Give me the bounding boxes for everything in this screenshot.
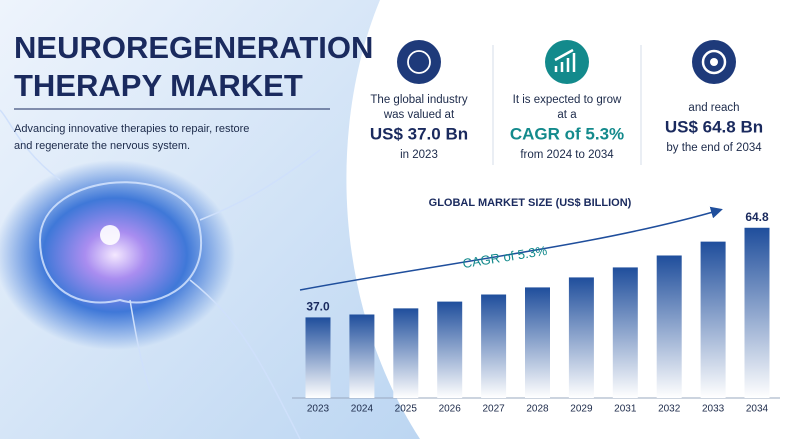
bar (393, 308, 419, 398)
bar (349, 314, 375, 398)
data-label: 37.0 (306, 300, 330, 314)
bar (656, 255, 682, 398)
title: THERAPY MARKET (14, 68, 303, 103)
bar (525, 287, 550, 398)
x-tick-label: 2034 (746, 404, 769, 415)
growth-icon-detail (554, 48, 576, 72)
title: NEUROREGENERATION (14, 30, 373, 65)
globe-icon-detail (407, 50, 431, 74)
x-tick-label: 2033 (702, 404, 725, 415)
stat-note: by the end of 2034 (666, 142, 762, 154)
bar (612, 267, 638, 398)
neuron-fibers (0, 109, 321, 439)
brain-glow (0, 160, 235, 350)
growth-arrow (299, 206, 723, 291)
x-tick-label: 2023 (307, 404, 330, 415)
subtitle: Advancing innovative therapies to repair… (14, 123, 249, 135)
brain-outline (38, 181, 203, 304)
stat-value: US$ 37.0 Bn (370, 124, 468, 143)
stat-value: CAGR of 5.3% (510, 124, 624, 143)
globe-icon (397, 40, 441, 84)
stat-intro: It is expected to grow (513, 94, 622, 106)
x-tick-label: 2029 (570, 404, 593, 415)
x-tick-label: 2031 (614, 404, 637, 415)
x-tick-label: 2028 (526, 404, 549, 415)
stat-value: US$ 64.8 Bn (665, 117, 763, 136)
x-tick-label: 2026 (439, 404, 462, 415)
target-icon-detail (701, 49, 727, 75)
bar (481, 294, 507, 398)
stat-intro: at a (557, 109, 577, 121)
bar (568, 277, 594, 398)
stat-note: in 2023 (400, 149, 438, 161)
data-label: 64.8 (745, 210, 769, 224)
bar (437, 301, 463, 398)
brain-spark (100, 225, 120, 245)
stat-intro: The global industry (370, 94, 467, 106)
x-tick-label: 2025 (395, 404, 418, 415)
stat-intro: and reach (688, 102, 739, 114)
bar (744, 227, 770, 398)
stat-intro: was valued at (383, 109, 455, 121)
bar (305, 317, 331, 398)
x-tick-label: 2027 (482, 404, 505, 415)
bar (700, 241, 726, 398)
x-tick-label: 2024 (351, 404, 374, 415)
stat-note: from 2024 to 2034 (520, 149, 614, 161)
subtitle: and regenerate the nervous system. (14, 140, 190, 152)
target-icon-center (710, 58, 718, 66)
chart-title: GLOBAL MARKET SIZE (US$ BILLION) (429, 197, 632, 209)
x-tick-label: 2032 (658, 404, 681, 415)
